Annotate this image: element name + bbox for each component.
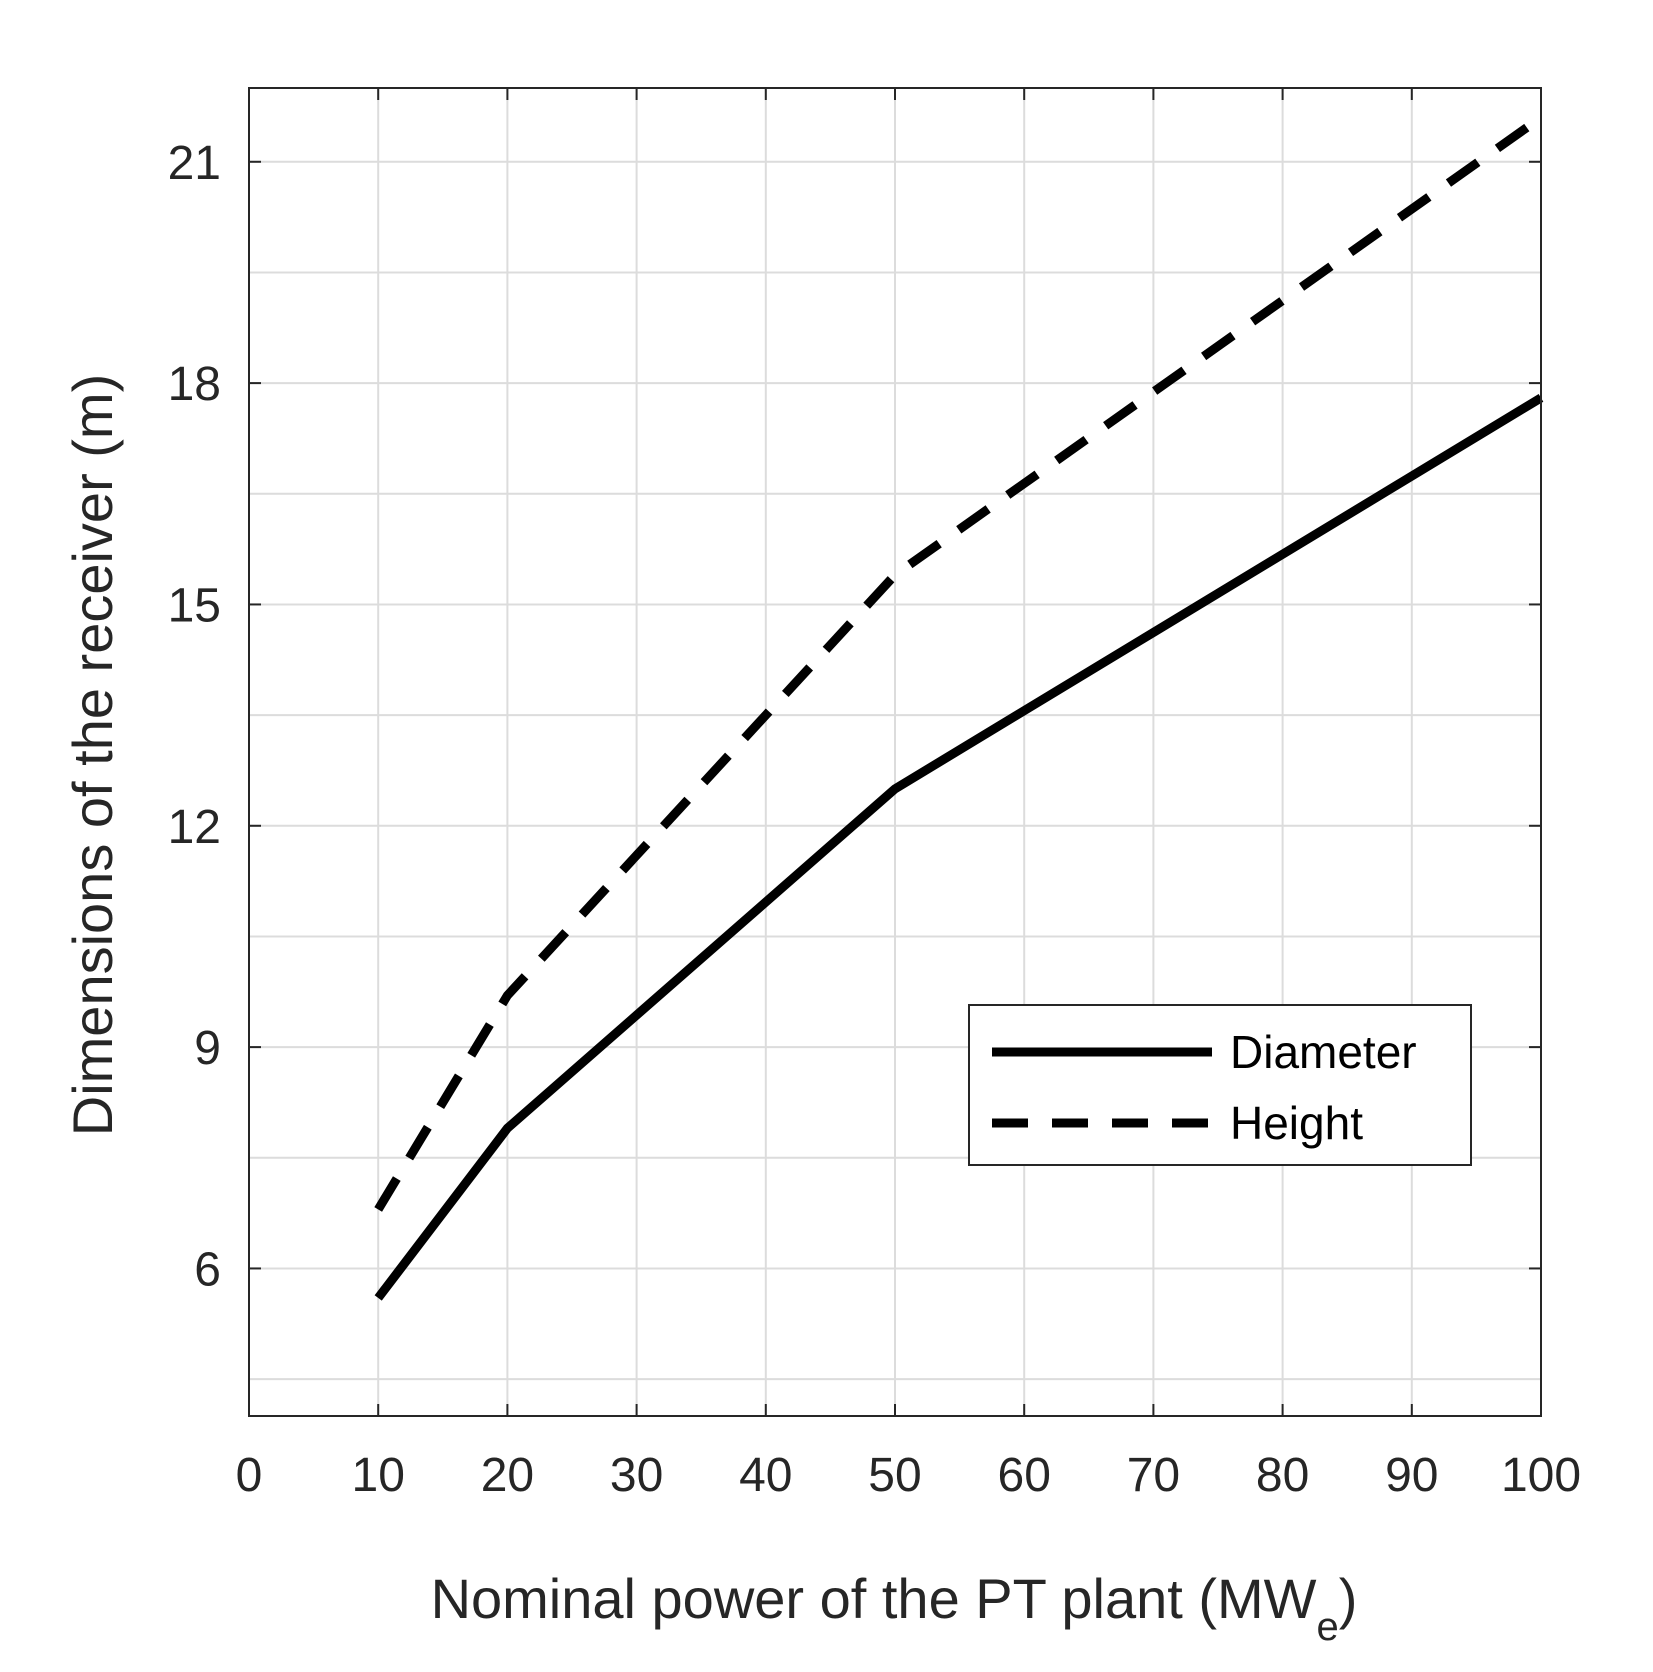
legend-box [968,1004,1472,1166]
x-tick-label-30: 30 [610,1449,663,1502]
y-tick-label-12: 12 [168,801,221,854]
legend-label-diameter: Diameter [1230,1026,1417,1078]
x-tick-label-50: 50 [868,1449,921,1502]
x-tick-label-0: 0 [236,1449,263,1502]
x-tick-label-20: 20 [481,1449,534,1502]
y-axis-label: Dimensions of the receiver (m) [61,374,124,1136]
y-tick-label-18: 18 [168,358,221,411]
x-tick-label-80: 80 [1256,1449,1309,1502]
series-lines [374,113,1544,1301]
x-axis-label: Nominal power of the PT plant (MWe) [431,1567,1358,1649]
plot-area-frame [248,87,1542,1417]
x-tick-label-90: 90 [1385,1449,1438,1502]
x-tick-labels: 0 10 20 30 40 50 60 70 80 90 100 [236,1449,1581,1502]
series-line-height [374,113,1544,1212]
x-tick-label-100: 100 [1501,1449,1581,1502]
y-tick-labels: 6 9 12 15 18 21 [168,137,221,1297]
y-tick-label-9: 9 [194,1022,221,1075]
x-axis-label-main: Nominal power of the PT plant (MW [431,1567,1317,1630]
legend-label-height: Height [1230,1097,1363,1149]
x-tick-label-40: 40 [739,1449,792,1502]
legend: Diameter Height [968,1004,1472,1166]
x-axis-label-suffix: ) [1339,1567,1358,1630]
x-tick-label-60: 60 [998,1449,1051,1502]
series-line-diameter [374,394,1544,1301]
x-axis-label-subscript: e [1317,1605,1339,1649]
x-tick-label-10: 10 [352,1449,405,1502]
y-tick-label-15: 15 [168,579,221,632]
x-tick-label-70: 70 [1127,1449,1180,1502]
y-tick-label-21: 21 [168,137,221,190]
y-tick-label-6: 6 [194,1243,221,1296]
